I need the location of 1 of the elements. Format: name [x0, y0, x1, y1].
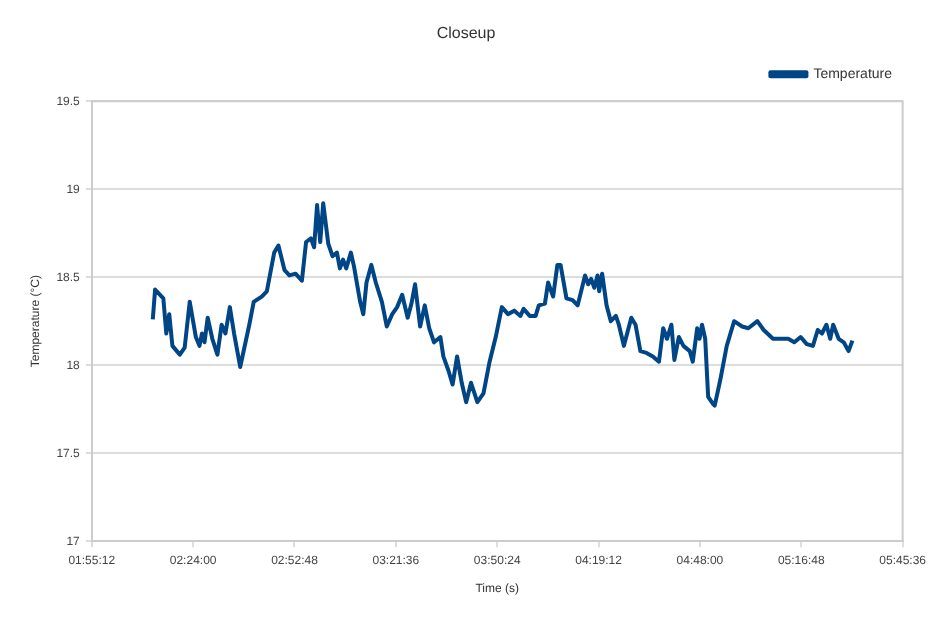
chart-title: Closeup — [436, 24, 497, 43]
